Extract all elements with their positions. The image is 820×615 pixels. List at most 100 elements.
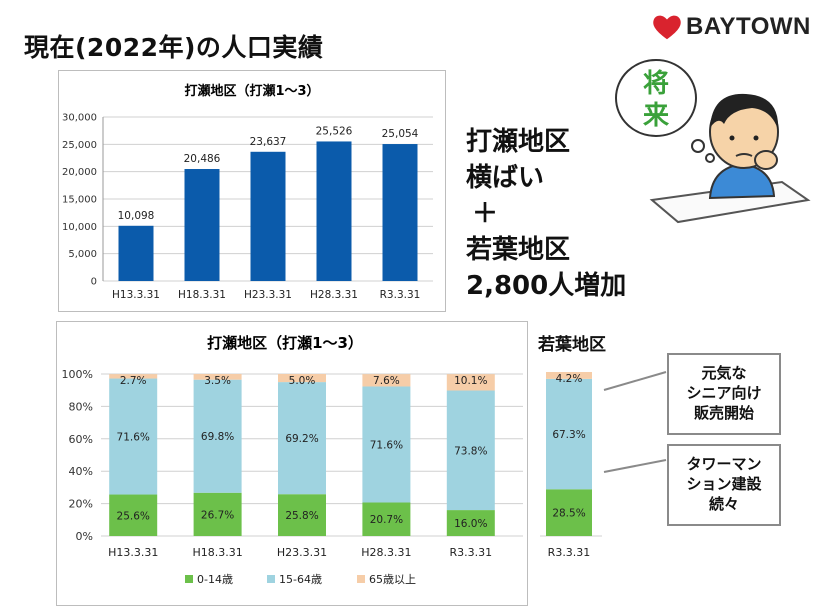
bar	[118, 225, 154, 281]
stack-segment	[362, 386, 411, 503]
y-tick-label: 20,000	[62, 167, 97, 178]
segment-label: 26.7%	[201, 509, 234, 521]
callout-line: ション建設	[686, 475, 762, 493]
callout-line: 販売開始	[693, 404, 754, 422]
stack-segment	[446, 374, 495, 391]
heart-icon	[653, 15, 681, 40]
bar	[316, 141, 352, 281]
x-tick-label: H28.3.31	[310, 289, 358, 301]
y-tick-label: 60%	[69, 433, 93, 446]
thought-bubble	[615, 59, 697, 137]
population-bar-chart: 打瀬地区（打瀬1〜3） 0 5,000 10,000 15,000 20,000 25,00…	[62, 83, 433, 301]
callout-line: シニア向け	[686, 384, 762, 402]
stack-segment	[278, 382, 326, 495]
callout-connectors	[603, 371, 667, 473]
population-bar-chart-panel: 打瀬地区（打瀬1〜3） 0 5,000 10,000 15,000 20,000 25,00…	[58, 70, 446, 312]
summary-note: 打瀬地区 横ばい ＋ 若葉地区 2,800人増加	[466, 124, 626, 304]
stack-segment	[446, 510, 495, 536]
y-tick-label: 25,000	[62, 140, 97, 151]
y-tick-label: 40%	[69, 465, 93, 478]
y-tick-label: 5,000	[68, 249, 97, 260]
bar-value-label: 23,637	[250, 136, 287, 148]
note-line: 横ばい	[466, 163, 545, 193]
x-tick-label: R3.3.31	[380, 289, 421, 301]
bar-value-label: 25,526	[316, 125, 353, 137]
stack-segment	[193, 492, 242, 536]
chart-title: 打瀬地区（打瀬1〜3）	[207, 334, 363, 352]
segment-label: 67.3%	[552, 429, 585, 441]
stack-segment	[546, 489, 592, 536]
bar-value-label: 25,054	[382, 128, 419, 140]
note-line: 若葉地区	[466, 235, 571, 265]
segment-label: 7.6%	[373, 375, 400, 387]
note-line: 打瀬地区	[466, 127, 571, 157]
chart-title: 打瀬地区（打瀬1〜3）	[184, 83, 319, 99]
segment-label: 4.2%	[556, 373, 583, 385]
x-tick-label: H28.3.31	[361, 546, 411, 559]
segment-label: 25.6%	[117, 510, 150, 522]
legend-label: 0-14歳	[197, 573, 233, 586]
age-composition-stacked-chart: 打瀬地区（打瀬1〜3） 0% 20% 40% 60% 80% 100% 25.6% 71.6% 2…	[62, 334, 523, 586]
bar-value-label: 10,098	[118, 210, 155, 222]
wakaba-chart-title: 若葉地区	[538, 335, 606, 355]
thinking-person-illustration: 将 来	[615, 59, 811, 224]
note-line: ＋	[472, 199, 499, 229]
x-tick-label: H23.3.31	[277, 546, 327, 559]
tower-mansion-callout: タワーマン ション建設 続々	[667, 444, 781, 526]
x-tick-label: R3.3.31	[449, 546, 492, 559]
bar	[250, 151, 286, 281]
x-tick-label: H13.3.31	[108, 546, 158, 559]
legend-label: 65歳以上	[369, 573, 416, 586]
y-tick-label: 0%	[76, 530, 93, 543]
legend-label: 15-64歳	[279, 573, 322, 586]
bar	[382, 144, 418, 281]
wakaba-stacked-chart: 28.5% 67.3% 4.2% R3.3.31	[540, 372, 602, 559]
legend-swatch	[185, 575, 193, 583]
segment-label: 69.2%	[285, 433, 318, 445]
page-title: 現在(2022年)の人口実績	[24, 33, 324, 62]
baytown-logo: BAYTOWN	[652, 10, 811, 44]
y-tick-label: 0	[91, 277, 97, 288]
segment-label: 28.5%	[552, 508, 585, 520]
segment-label: 3.5%	[204, 375, 231, 387]
segment-label: 73.8%	[454, 445, 487, 457]
bubble-text: 来	[643, 101, 670, 131]
stack-segment	[278, 374, 326, 383]
segment-label: 2.7%	[120, 375, 147, 387]
stack-segment	[193, 379, 242, 493]
x-tick-label: H18.3.31	[178, 289, 226, 301]
y-tick-label: 30,000	[62, 113, 97, 124]
y-tick-label: 80%	[69, 400, 93, 413]
y-tick-label: 100%	[62, 368, 93, 381]
stack-segment	[109, 374, 158, 379]
bar-value-label: 20,486	[184, 153, 221, 165]
x-tick-label: R3.3.31	[548, 546, 591, 559]
x-tick-label: H13.3.31	[112, 289, 160, 301]
stack-segment	[546, 378, 592, 490]
segment-label: 71.6%	[370, 439, 403, 451]
person-hair	[710, 93, 779, 130]
x-tick-label: H23.3.31	[244, 289, 292, 301]
segment-label: 16.0%	[454, 518, 487, 530]
legend-swatch	[267, 575, 275, 583]
stack-segment	[546, 372, 592, 379]
stack-segment	[193, 374, 242, 380]
callout-line: 元気な	[701, 364, 747, 382]
stack-segment	[109, 378, 158, 495]
callout-line: タワーマン	[686, 455, 762, 473]
segment-label: 71.6%	[117, 432, 150, 444]
note-line: 2,800人増加	[466, 271, 627, 301]
senior-sales-callout: 元気な シニア向け 販売開始	[667, 353, 781, 435]
segment-label: 25.8%	[285, 510, 318, 522]
legend-swatch	[357, 575, 365, 583]
bubble-text: 将	[643, 69, 669, 99]
segment-label: 69.8%	[201, 431, 234, 443]
stack-segment	[446, 390, 495, 511]
bar	[184, 169, 220, 281]
stack-segment	[278, 494, 326, 536]
y-tick-label: 15,000	[62, 195, 97, 206]
segment-label: 10.1%	[454, 375, 487, 387]
segment-label: 5.0%	[289, 375, 316, 387]
logo-text: BAYTOWN	[686, 13, 811, 40]
y-tick-label: 10,000	[62, 222, 97, 233]
